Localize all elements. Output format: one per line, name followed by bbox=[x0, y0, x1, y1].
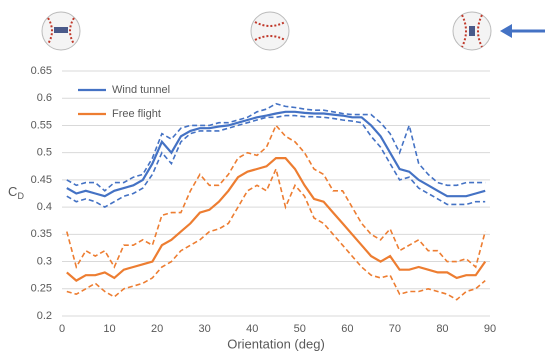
y-tick-label: 0.65 bbox=[31, 65, 52, 77]
x-tick-label: 50 bbox=[294, 323, 306, 335]
series-line bbox=[66, 157, 487, 282]
y-tick-label: 0.4 bbox=[37, 201, 52, 213]
ball-icon bbox=[250, 11, 290, 51]
y-axis-label-subscript: D bbox=[17, 191, 24, 201]
y-tick-label: 0.45 bbox=[31, 174, 52, 186]
y-tick-label: 0.55 bbox=[31, 119, 52, 131]
series-line bbox=[66, 114, 486, 209]
ball-icon bbox=[452, 11, 492, 51]
ball-icon bbox=[41, 11, 81, 51]
x-tick-label: 40 bbox=[246, 323, 258, 335]
legend-label: Free flight bbox=[112, 108, 161, 120]
x-tick-label: 90 bbox=[484, 323, 496, 335]
y-axis-label: CD bbox=[8, 184, 24, 201]
y-tick-label: 0.5 bbox=[37, 147, 52, 159]
y-tick-label: 0.3 bbox=[37, 255, 52, 267]
x-tick-label: 60 bbox=[341, 323, 353, 335]
y-tick-label: 0.6 bbox=[37, 92, 52, 104]
x-tick-label: 20 bbox=[151, 323, 163, 335]
x-axis-label: Orientation (deg) bbox=[227, 336, 325, 351]
series-line bbox=[66, 110, 486, 198]
y-axis-label-main: C bbox=[8, 184, 17, 199]
y-tick-label: 0.2 bbox=[37, 310, 52, 322]
arrow bbox=[500, 24, 545, 38]
x-tick-label: 0 bbox=[59, 323, 65, 335]
y-tick-label: 0.25 bbox=[31, 283, 52, 295]
series-line bbox=[66, 102, 486, 192]
series-line bbox=[66, 123, 486, 270]
x-tick-label: 80 bbox=[436, 323, 448, 335]
y-tick-label: 0.35 bbox=[31, 228, 52, 240]
series-line bbox=[66, 166, 486, 301]
legend-label: Wind tunnel bbox=[112, 84, 170, 96]
x-tick-label: 30 bbox=[199, 323, 211, 335]
x-tick-label: 70 bbox=[389, 323, 401, 335]
x-tick-label: 10 bbox=[103, 323, 115, 335]
